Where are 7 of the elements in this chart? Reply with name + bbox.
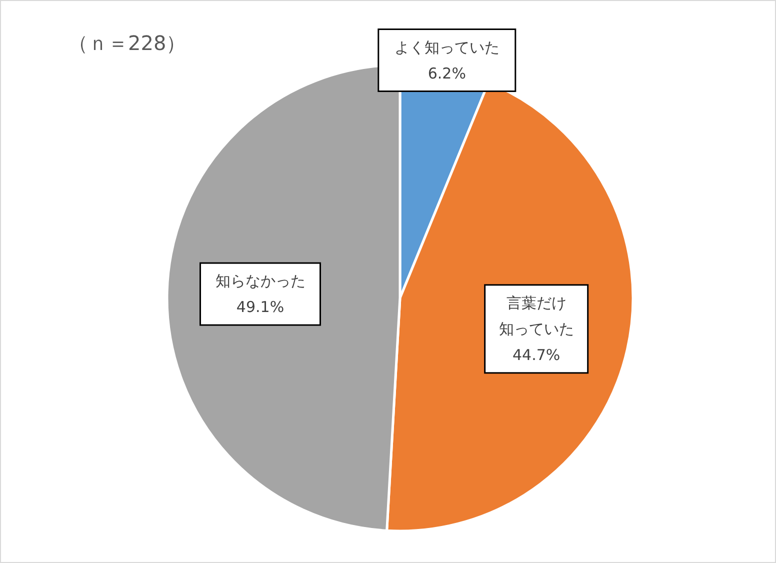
chart-title: （ｎ＝228）: [68, 31, 186, 55]
slice-label: よく知っていた: [394, 38, 500, 56]
data-label: 49.1%: [236, 298, 284, 316]
data-label: 44.7%: [512, 346, 560, 364]
data-label: 6.2%: [428, 64, 466, 82]
slice-label: 言葉だけ知っていた: [498, 294, 574, 338]
slice-label: 知らなかった: [215, 272, 306, 290]
